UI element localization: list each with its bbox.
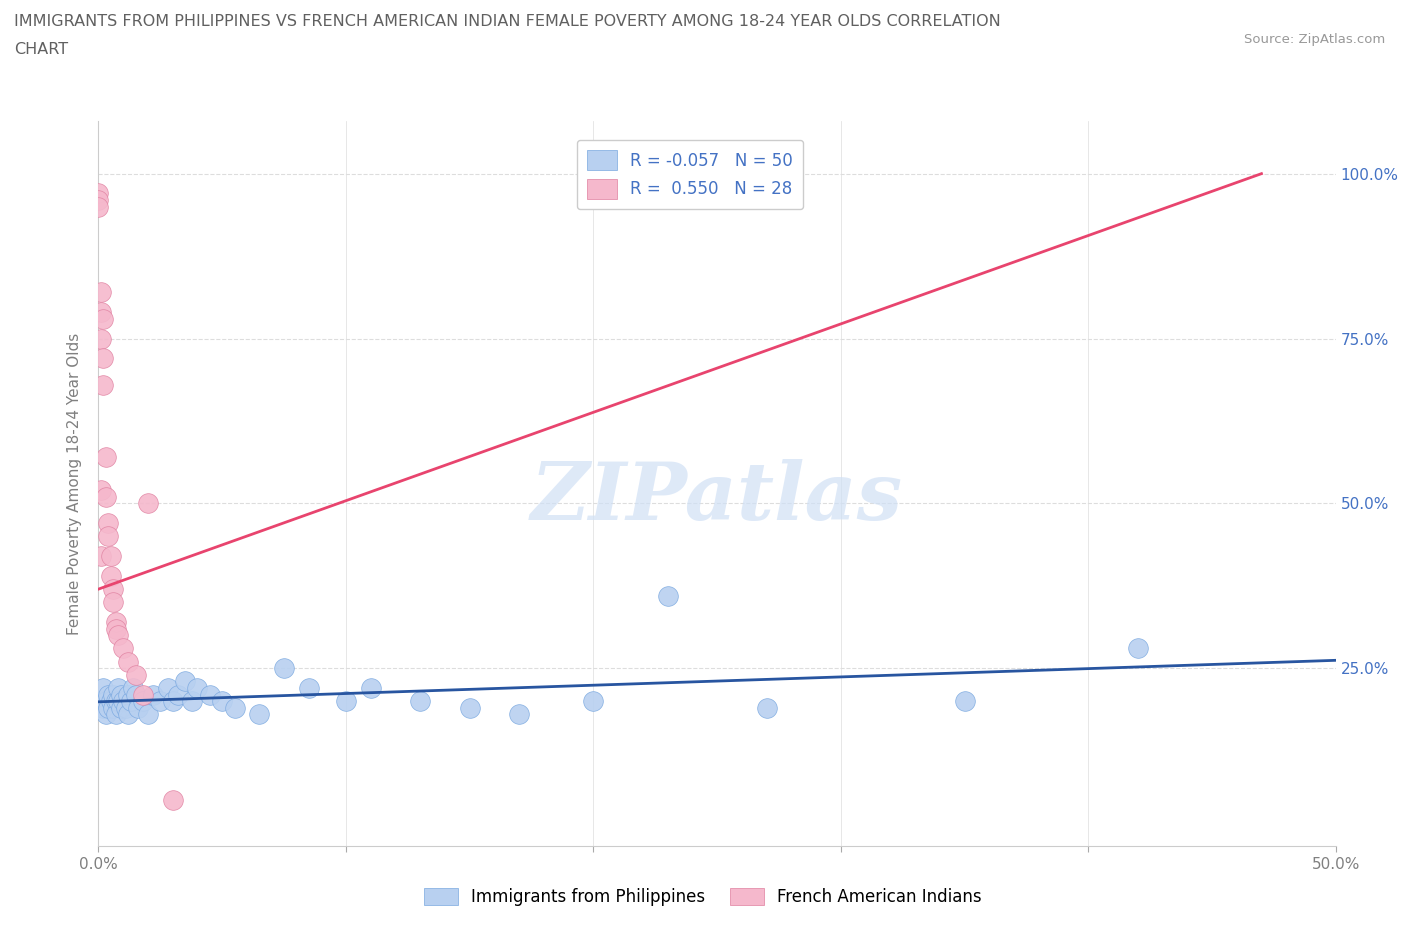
Point — [97, 529, 120, 544]
Point — [93, 312, 115, 326]
Point — [97, 516, 120, 531]
Point — [142, 687, 165, 702]
Point — [110, 700, 132, 715]
Point — [100, 568, 122, 583]
Point — [104, 707, 127, 722]
Point — [87, 193, 110, 207]
Point — [110, 687, 132, 702]
Point — [162, 694, 184, 709]
Point — [657, 589, 679, 604]
Point — [97, 700, 120, 715]
Point — [94, 489, 117, 504]
Point — [156, 681, 179, 696]
Point — [103, 687, 125, 702]
Point — [112, 694, 135, 709]
Point — [1126, 641, 1149, 656]
Point — [755, 700, 778, 715]
Point — [132, 694, 155, 709]
Text: CHART: CHART — [14, 42, 67, 57]
Point — [107, 694, 129, 709]
Point — [224, 700, 246, 715]
Point — [120, 694, 142, 709]
Point — [335, 694, 357, 709]
Point — [100, 549, 122, 564]
Point — [117, 654, 139, 669]
Point — [211, 694, 233, 709]
Point — [90, 483, 112, 498]
Point — [107, 681, 129, 696]
Point — [90, 285, 112, 299]
Point — [93, 681, 115, 696]
Point — [87, 186, 110, 201]
Point — [90, 549, 112, 564]
Point — [103, 700, 125, 715]
Point — [458, 700, 481, 715]
Point — [174, 674, 197, 689]
Point — [124, 668, 146, 683]
Point — [104, 621, 127, 636]
Point — [136, 707, 159, 722]
Point — [149, 694, 172, 709]
Point — [103, 595, 125, 610]
Point — [136, 496, 159, 511]
Text: IMMIGRANTS FROM PHILIPPINES VS FRENCH AMERICAN INDIAN FEMALE POVERTY AMONG 18-24: IMMIGRANTS FROM PHILIPPINES VS FRENCH AM… — [14, 14, 1001, 29]
Point — [582, 694, 605, 709]
Point — [94, 450, 117, 465]
Point — [166, 687, 188, 702]
Legend: Immigrants from Philippines, French American Indians: Immigrants from Philippines, French Amer… — [418, 881, 988, 912]
Point — [90, 305, 112, 320]
Point — [298, 681, 321, 696]
Point — [273, 661, 295, 676]
Point — [117, 687, 139, 702]
Point — [104, 694, 127, 709]
Point — [90, 694, 112, 709]
Point — [114, 700, 136, 715]
Point — [90, 331, 112, 346]
Point — [93, 700, 115, 715]
Point — [103, 581, 125, 596]
Point — [100, 694, 122, 709]
Point — [162, 792, 184, 807]
Point — [124, 687, 146, 702]
Point — [107, 628, 129, 643]
Point — [181, 694, 204, 709]
Point — [360, 681, 382, 696]
Point — [186, 681, 208, 696]
Point — [94, 694, 117, 709]
Point — [94, 707, 117, 722]
Point — [87, 199, 110, 214]
Point — [93, 378, 115, 392]
Legend: R = -0.057   N = 50, R =  0.550   N = 28: R = -0.057 N = 50, R = 0.550 N = 28 — [576, 140, 803, 209]
Point — [409, 694, 432, 709]
Point — [97, 687, 120, 702]
Y-axis label: Female Poverty Among 18-24 Year Olds: Female Poverty Among 18-24 Year Olds — [67, 333, 83, 635]
Point — [198, 687, 221, 702]
Point — [112, 641, 135, 656]
Text: Source: ZipAtlas.com: Source: ZipAtlas.com — [1244, 33, 1385, 46]
Point — [117, 707, 139, 722]
Point — [953, 694, 976, 709]
Point — [93, 351, 115, 365]
Point — [127, 700, 149, 715]
Point — [104, 615, 127, 630]
Text: ZIPatlas: ZIPatlas — [531, 459, 903, 537]
Point — [247, 707, 270, 722]
Point — [508, 707, 530, 722]
Point — [132, 687, 155, 702]
Point — [122, 681, 145, 696]
